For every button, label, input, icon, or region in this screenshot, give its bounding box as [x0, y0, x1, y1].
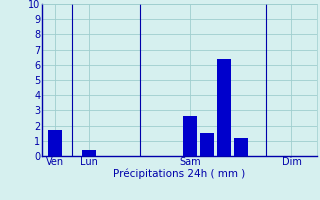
Bar: [200, 133, 214, 156]
Bar: [82, 150, 96, 156]
X-axis label: Précipitations 24h ( mm ): Précipitations 24h ( mm ): [113, 169, 245, 179]
Bar: [183, 116, 197, 156]
Bar: [217, 59, 231, 156]
Bar: [234, 138, 248, 156]
Bar: [48, 130, 62, 156]
